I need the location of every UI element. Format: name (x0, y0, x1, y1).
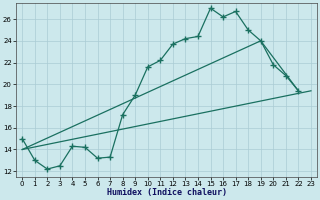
X-axis label: Humidex (Indice chaleur): Humidex (Indice chaleur) (107, 188, 227, 197)
